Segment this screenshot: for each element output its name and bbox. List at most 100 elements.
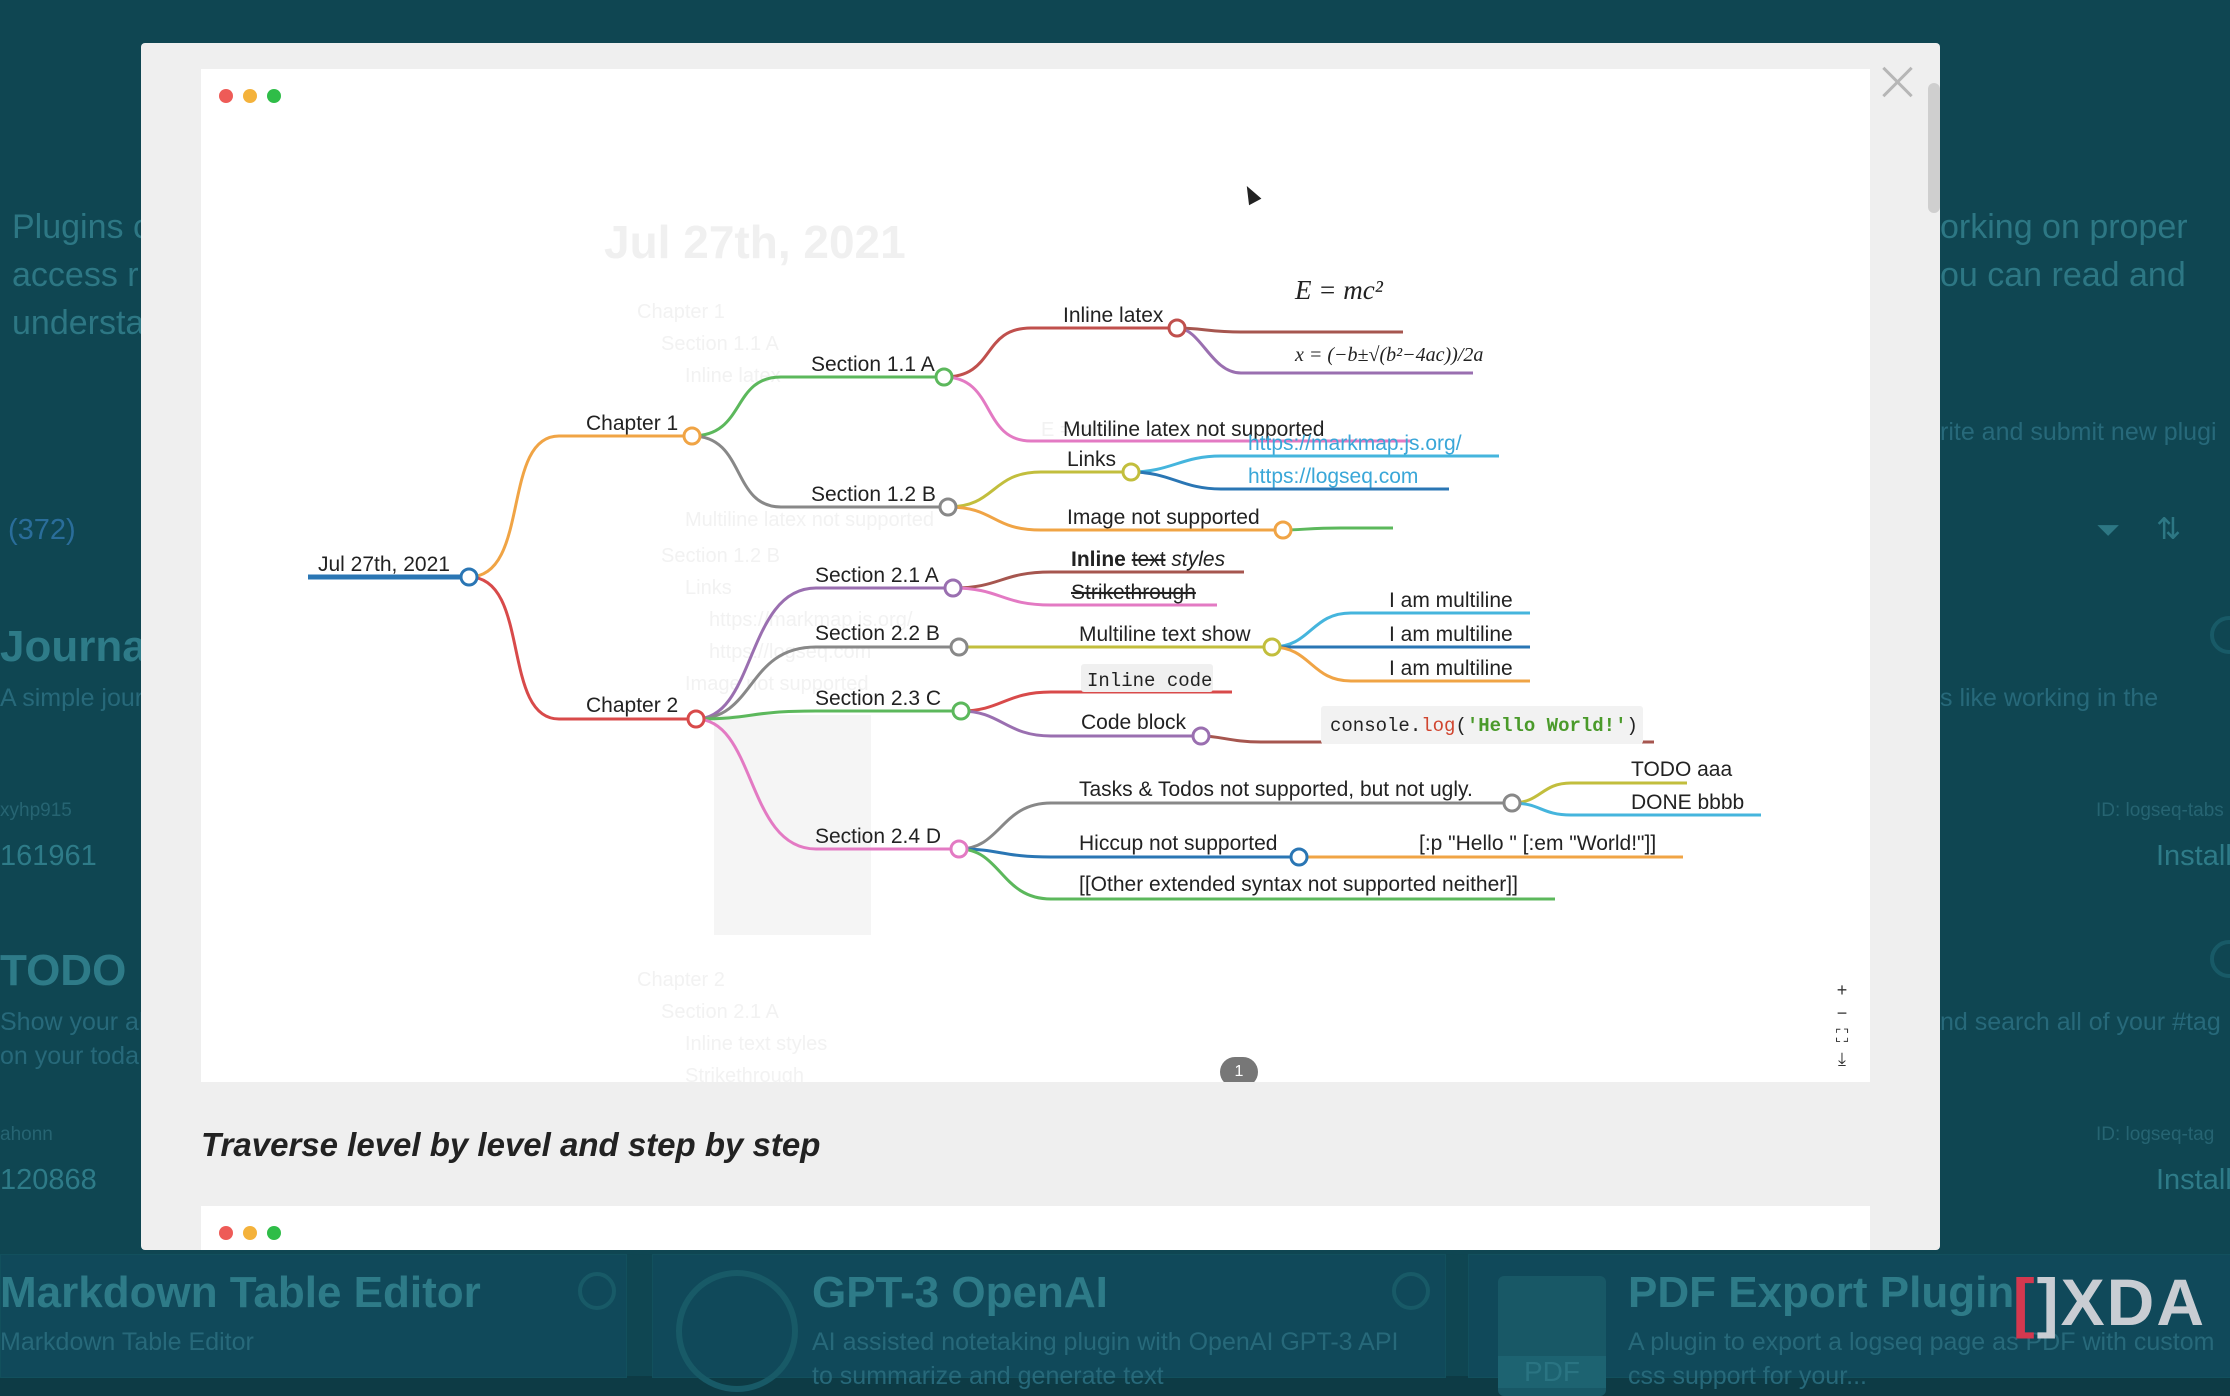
download-icon[interactable]: ⤓: [1838, 1049, 1846, 1069]
plugin-card[interactable]: [0, 1254, 627, 1378]
mindmap-node-label[interactable]: I am multiline: [1389, 623, 1513, 646]
mindmap-node-label[interactable]: [:p "Hello " [:em "World!"]]: [1419, 832, 1656, 855]
mindmap-node-label[interactable]: I am multiline: [1389, 589, 1513, 612]
marketplace-desc-line3: understa: [12, 304, 145, 342]
submit-plugin-link[interactable]: rite and submit new plugi: [1940, 418, 2217, 446]
ghost-outline-line: Section 1.1 A: [661, 333, 779, 355]
mindmap-node-label[interactable]: Multiline latex not supported: [1063, 418, 1325, 441]
plugin-card-desc: Show your al: [0, 1008, 145, 1036]
mindmap-node-dot[interactable]: [934, 367, 954, 387]
plugin-card-title[interactable]: Markdown Table Editor: [0, 1268, 481, 1317]
mindmap-node-dot[interactable]: [949, 637, 969, 657]
mindmap-node-dot[interactable]: [951, 701, 971, 721]
mindmap-node-dot[interactable]: [943, 578, 963, 598]
github-icon[interactable]: [578, 1272, 616, 1310]
plugin-card-desc: A plugin to export a logseq page as PDF …: [1628, 1328, 2215, 1356]
mindmap-node-dot[interactable]: [1191, 726, 1211, 746]
sort-icon[interactable]: ⇅: [2156, 513, 2182, 546]
fit-screen-icon[interactable]: ⛶: [1835, 1026, 1849, 1046]
markmap-preview-image: Jul 27th, 2021 Chapter 1 Section 1.1 A I…: [201, 69, 1870, 1082]
ghost-outline-line: E = mc²: [1041, 419, 1111, 441]
zoom-out-icon[interactable]: −: [1836, 1003, 1848, 1023]
mindmap-node-label[interactable]: TODO aaa: [1631, 758, 1732, 781]
minimize-dot-icon: [243, 89, 257, 103]
ghost-outline-line: https://markmap.js.org/: [709, 609, 913, 631]
inline-code-label[interactable]: Inline code: [1087, 670, 1212, 692]
mindmap-node-label[interactable]: Links: [1067, 448, 1116, 471]
plugin-card-desc: to summarize and generate text: [812, 1362, 1164, 1390]
ghost-outline-line: Image not supported: [685, 673, 869, 695]
plugin-card-title[interactable]: PDF Export Plugin: [1628, 1268, 2015, 1317]
mindmap-node-dot[interactable]: [1121, 462, 1141, 482]
mindmap-node-dot[interactable]: [1262, 637, 1282, 657]
mindmap-node-label[interactable]: Chapter 1: [586, 412, 678, 435]
mindmap-node-label[interactable]: Section 1.2 B: [811, 483, 936, 506]
mindmap-node-label[interactable]: Inline text styles: [1071, 548, 1226, 571]
mindmap-node-label[interactable]: Tasks & Todos not supported, but not ugl…: [1079, 778, 1473, 801]
mindmap-node-label[interactable]: Section 2.4 D: [815, 825, 941, 848]
window-controls: [219, 1226, 291, 1245]
zoom-in-icon[interactable]: +: [1836, 980, 1848, 1000]
ghost-page-title: Jul 27th, 2021: [604, 216, 906, 268]
page-indicator[interactable]: 1: [1220, 1057, 1258, 1082]
modal-scrollbar[interactable]: [1928, 83, 1940, 213]
mindmap-node-dot[interactable]: [1167, 318, 1187, 338]
plugin-card-title[interactable]: Journal: [0, 622, 159, 671]
mindmap-node-label[interactable]: Image not supported: [1067, 506, 1260, 529]
mindmap-node-label[interactable]: I am multiline: [1389, 657, 1513, 680]
plugin-card-title[interactable]: GPT-3 OpenAI: [812, 1268, 1108, 1317]
install-button[interactable]: Install: [2156, 1164, 2230, 1196]
github-icon[interactable]: [2210, 940, 2230, 978]
mindmap-node-label[interactable]: Inline latex: [1063, 304, 1164, 327]
mindmap-node-dot[interactable]: [1502, 793, 1522, 813]
mindmap-svg[interactable]: Jul 27th, 2021 Chapter 1 Chapter 2 Secti…: [201, 69, 1870, 1082]
plugin-card-title[interactable]: TODO L: [0, 946, 166, 995]
ghost-outline-line: Links: [685, 577, 732, 599]
filter-icon[interactable]: ⏷: [2096, 514, 2120, 547]
maximize-dot-icon: [267, 1226, 281, 1240]
plugin-card-desc: AI assisted notetaking plugin with OpenA…: [812, 1328, 1399, 1356]
mindmap-node-dot[interactable]: [949, 839, 969, 859]
mindmap-node-label[interactable]: [[Other extended syntax not supported ne…: [1079, 873, 1518, 896]
mindmap-link[interactable]: https://logseq.com: [1248, 465, 1418, 488]
mindmap-node-label[interactable]: Chapter 2: [586, 694, 678, 717]
install-button[interactable]: Install: [2156, 840, 2230, 872]
mindmap-node-dot[interactable]: [682, 426, 702, 446]
github-icon[interactable]: [1392, 1272, 1430, 1310]
mindmap-node-label[interactable]: Section 1.1 A: [811, 353, 935, 376]
second-preview-image: [201, 1206, 1870, 1250]
plugin-card-downloads: 161961: [0, 840, 97, 872]
mindmap-node-label[interactable]: Code block: [1081, 711, 1187, 734]
close-icon[interactable]: [1874, 59, 1920, 105]
marketplace-desc-line2: access r: [12, 256, 139, 294]
mindmap-node-label[interactable]: Strikethrough: [1071, 581, 1196, 604]
mindmap-node-dot[interactable]: [459, 567, 479, 587]
plugin-count: (372): [8, 514, 76, 546]
mindmap-node-label[interactable]: Section 2.2 B: [815, 622, 940, 645]
latex-formula: E = mc²: [1294, 275, 1384, 305]
marketplace-desc-right2: ou can read and: [1940, 256, 2186, 294]
code-block-content[interactable]: console.log('Hello World!'): [1330, 715, 1638, 737]
latex-formula: x = (−b±√(b²−4ac))/2a: [1294, 344, 1483, 366]
mindmap-node-label[interactable]: Multiline text show: [1079, 623, 1251, 646]
mindmap-node-dot[interactable]: [1289, 847, 1309, 867]
mindmap-node-dot[interactable]: [938, 497, 958, 517]
mindmap-node-dot[interactable]: [1273, 520, 1293, 540]
mindmap-root-label[interactable]: Jul 27th, 2021: [318, 553, 450, 576]
plugin-card-id: ID: logseq-tag: [2096, 1124, 2215, 1145]
mindmap-link[interactable]: https://markmap.js.org/: [1248, 432, 1462, 455]
close-dot-icon: [219, 1226, 233, 1240]
ghost-outline-line: Inline latex: [685, 365, 781, 387]
mindmap-node-label[interactable]: Section 2.3 C: [815, 687, 941, 710]
mindmap-node-label[interactable]: Section 2.1 A: [815, 564, 939, 587]
plugin-card-author: ahonn: [0, 1124, 53, 1145]
xda-watermark: []XDA: [2012, 1265, 2206, 1339]
plugin-preview-modal: Jul 27th, 2021 Chapter 1 Section 1.1 A I…: [141, 43, 1940, 1250]
ghost-outline-line: Chapter 1: [637, 301, 725, 323]
mindmap-node-dot[interactable]: [686, 709, 706, 729]
github-icon[interactable]: [2210, 616, 2230, 654]
mindmap-node-label[interactable]: DONE bbbb: [1631, 791, 1744, 814]
mindmap-node-label[interactable]: Hiccup not supported: [1079, 832, 1277, 855]
plugin-card-author: xyhp915: [0, 800, 72, 821]
minimize-dot-icon: [243, 1226, 257, 1240]
